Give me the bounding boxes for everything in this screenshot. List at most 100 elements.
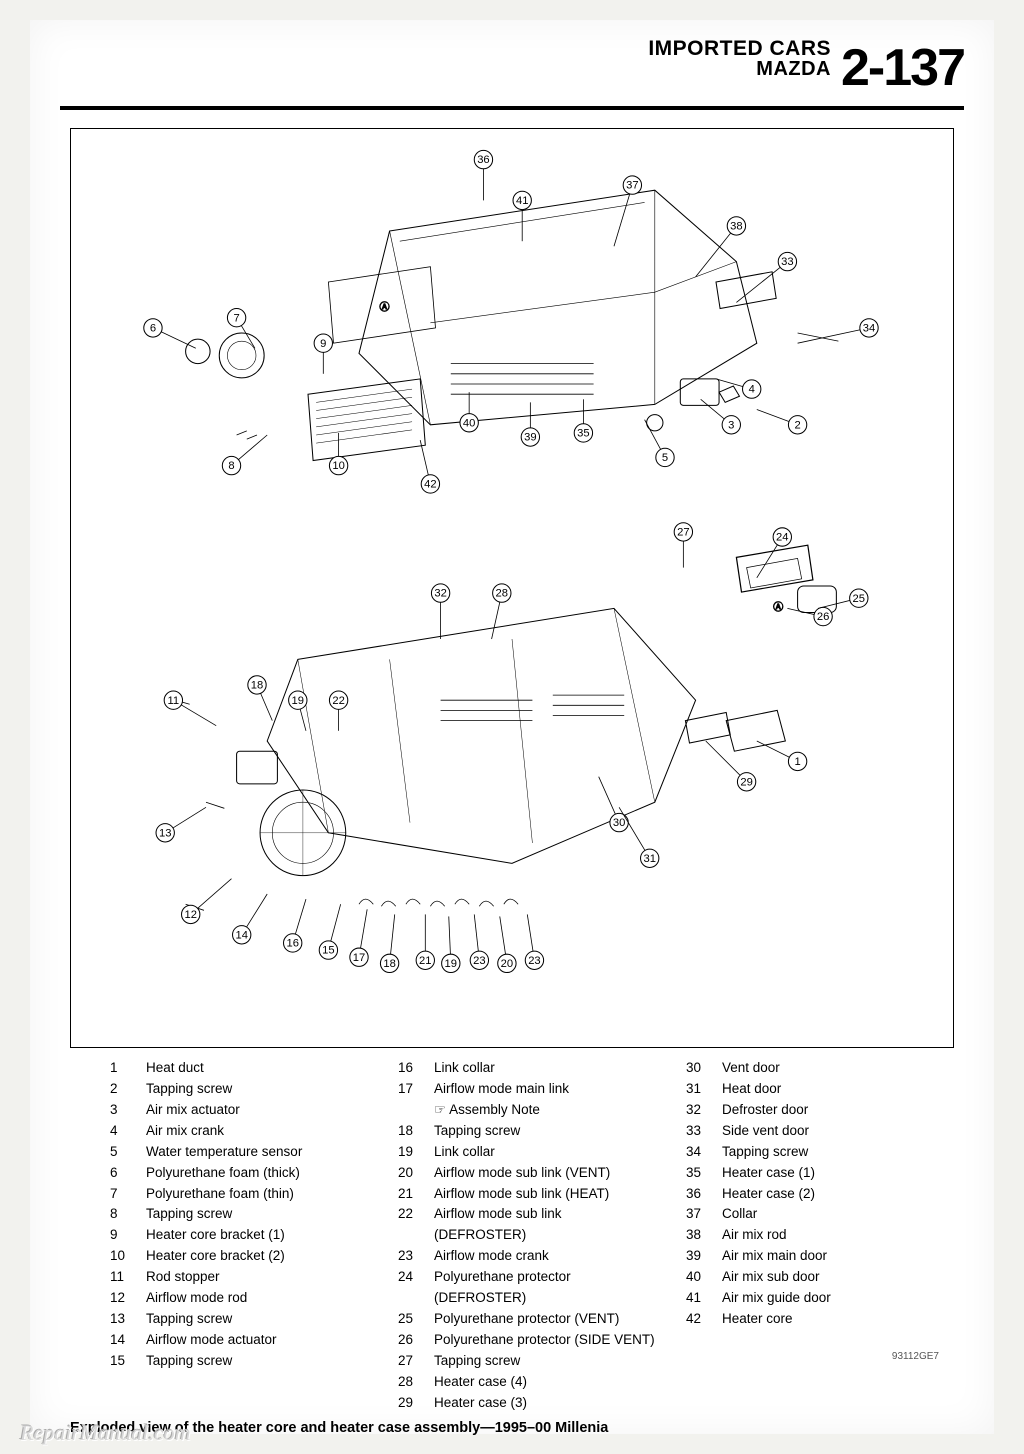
legend-number: 25 [398, 1309, 434, 1330]
legend-label: Tapping screw [146, 1079, 368, 1100]
legend-label: Airflow mode main link [434, 1079, 656, 1100]
callout-number: 18 [251, 679, 263, 691]
legend-row: 17Airflow mode main link [398, 1079, 656, 1100]
callout-number: 36 [477, 154, 489, 166]
legend-row: 31Heat door [686, 1079, 944, 1100]
legend-row: 41Air mix guide door [686, 1288, 944, 1309]
legend-number: 20 [398, 1163, 434, 1184]
callout-number: 1 [794, 756, 800, 768]
legend-label: Rod stopper [146, 1267, 368, 1288]
legend-number: 33 [686, 1121, 722, 1142]
legend-label: Side vent door [722, 1121, 944, 1142]
legend-row: 42Heater core [686, 1309, 944, 1330]
legend-row: 32Defroster door [686, 1100, 944, 1121]
legend-row: 18Tapping screw [398, 1121, 656, 1142]
manual-page: IMPORTED CARS MAZDA 2-137 Ⓐ [30, 20, 994, 1434]
callout-number: 42 [424, 479, 436, 491]
legend-row: 34Tapping screw [686, 1142, 944, 1163]
legend-number: 19 [398, 1142, 434, 1163]
legend-number: 38 [686, 1225, 722, 1246]
legend-number: 22 [398, 1204, 434, 1246]
legend-row: 27Tapping screw [398, 1351, 656, 1372]
callout-number: 19 [445, 958, 457, 970]
callout-number: 40 [463, 417, 475, 429]
legend-label: Heater core bracket (2) [146, 1246, 368, 1267]
legend-number: 2 [110, 1079, 146, 1100]
legend-row: 20Airflow mode sub link (VENT) [398, 1163, 656, 1184]
legend-number: 32 [686, 1100, 722, 1121]
legend-row: 12Airflow mode rod [110, 1288, 368, 1309]
legend-number: 40 [686, 1267, 722, 1288]
legend-number: 30 [686, 1058, 722, 1079]
figure-caption: Exploded view of the heater core and hea… [70, 1420, 954, 1436]
legend-label: Heater core [722, 1309, 944, 1330]
legend-number: 7 [110, 1184, 146, 1205]
legend-row: 28Heater case (4) [398, 1372, 656, 1393]
legend-label: Assembly Note [434, 1100, 656, 1121]
exploded-diagram: Ⓐ Ⓐ [71, 129, 953, 1047]
figure-code: 93112GE7 [892, 1351, 939, 1362]
legend-label: Polyurethane protector (SIDE VENT) [434, 1330, 656, 1351]
legend-row: 29Heater case (3) [398, 1393, 656, 1414]
legend-label: Air mix crank [146, 1121, 368, 1142]
legend-row: 22Airflow mode sub link (DEFROSTER) [398, 1204, 656, 1246]
legend-row: 36Heater case (2) [686, 1184, 944, 1205]
legend-label: Tapping screw [434, 1121, 656, 1142]
legend-number: 28 [398, 1372, 434, 1393]
legend-row: 40Air mix sub door [686, 1267, 944, 1288]
callout-number: 2 [794, 419, 800, 431]
callout-number: 24 [776, 532, 788, 544]
legend-number: 15 [110, 1351, 146, 1372]
callout-number: 26 [817, 611, 829, 623]
legend-label: Water temperature sensor [146, 1142, 368, 1163]
legend-number: 17 [398, 1079, 434, 1100]
legend-number: 31 [686, 1079, 722, 1100]
legend-label: Polyurethane foam (thin) [146, 1184, 368, 1205]
legend-number: 10 [110, 1246, 146, 1267]
callout-number: 20 [501, 958, 513, 970]
legend-label: Airflow mode sub link (DEFROSTER) [434, 1204, 656, 1246]
parts-legend: 1Heat duct2Tapping screw3Air mix actuato… [110, 1058, 944, 1414]
callout-number: 10 [332, 460, 344, 472]
legend-number: 9 [110, 1225, 146, 1246]
legend-label: Tapping screw [146, 1351, 368, 1372]
legend-column: 16Link collar17Airflow mode main linkAss… [398, 1058, 656, 1414]
legend-number: 18 [398, 1121, 434, 1142]
callout-number: 25 [853, 593, 865, 605]
legend-label: Air mix actuator [146, 1100, 368, 1121]
legend-row: 6Polyurethane foam (thick) [110, 1163, 368, 1184]
legend-row: 1Heat duct [110, 1058, 368, 1079]
callout-number: 33 [781, 256, 793, 268]
legend-number: 35 [686, 1163, 722, 1184]
callout-number: 38 [730, 220, 742, 232]
callout-number: 41 [516, 195, 528, 207]
callout-number: 19 [292, 695, 304, 707]
legend-label: Defroster door [722, 1100, 944, 1121]
callout-number: 7 [233, 312, 239, 324]
legend-label: Polyurethane protector (VENT) [434, 1309, 656, 1330]
legend-row: 37Collar [686, 1204, 944, 1225]
legend-number: 41 [686, 1288, 722, 1309]
legend-label: Heater case (1) [722, 1163, 944, 1184]
page-number: 2-137 [841, 38, 964, 98]
legend-row: 4Air mix crank [110, 1121, 368, 1142]
callout-number: 31 [643, 853, 655, 865]
legend-row: 16Link collar [398, 1058, 656, 1079]
header-line2: MAZDA [648, 59, 831, 79]
legend-label: Polyurethane foam (thick) [146, 1163, 368, 1184]
legend-number: 1 [110, 1058, 146, 1079]
callout-number: 5 [662, 452, 668, 464]
page-header: IMPORTED CARS MAZDA 2-137 [30, 20, 994, 106]
legend-label: Heater case (2) [722, 1184, 944, 1205]
legend-row: 9Heater core bracket (1) [110, 1225, 368, 1246]
legend-row: 5Water temperature sensor [110, 1142, 368, 1163]
svg-text:Ⓐ: Ⓐ [379, 302, 389, 314]
legend-number: 29 [398, 1393, 434, 1414]
legend-label: Heater case (4) [434, 1372, 656, 1393]
legend-number: 4 [110, 1121, 146, 1142]
legend-label: Tapping screw [434, 1351, 656, 1372]
callout-number: 21 [419, 955, 431, 967]
callout-number: 17 [353, 952, 365, 964]
legend-number: 42 [686, 1309, 722, 1330]
legend-label: Airflow mode sub link (VENT) [434, 1163, 656, 1184]
